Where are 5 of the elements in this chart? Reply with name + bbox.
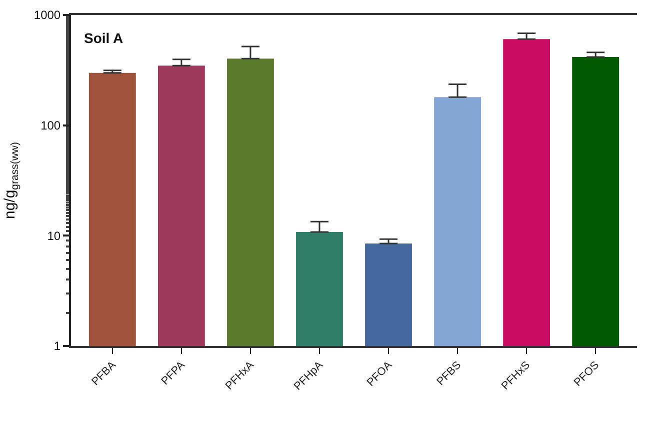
y-tick-label: 10 [47,228,61,243]
annotation: Soil A [84,30,124,46]
y-tick-label: 1 [54,339,61,354]
y-tick-label: 1000 [34,8,61,22]
y-tick-label: 100 [40,118,61,133]
